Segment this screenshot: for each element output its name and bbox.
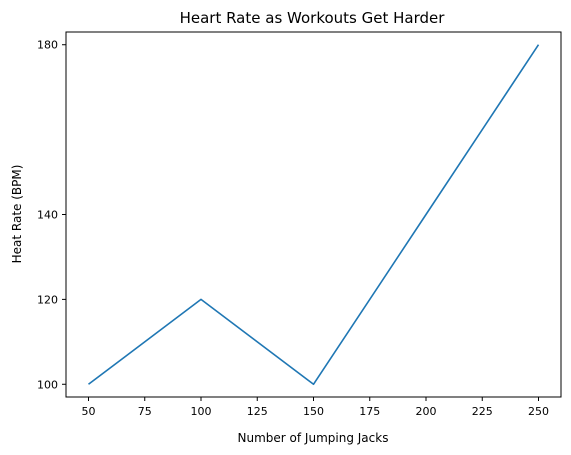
- x-tick-label: 250: [528, 405, 549, 418]
- x-axis-label: Number of Jumping Jacks: [238, 431, 389, 445]
- y-tick-label: 100: [37, 378, 58, 391]
- x-tick-label: 200: [416, 405, 437, 418]
- x-tick-label: 125: [247, 405, 268, 418]
- y-axis: 100 120 140 180: [37, 39, 66, 391]
- x-tick-label: 100: [191, 405, 212, 418]
- series-line-0: [88, 44, 540, 386]
- x-tick-label: 175: [359, 405, 380, 418]
- x-tick-label: 150: [303, 405, 324, 418]
- x-axis: 50 75 100 125 150 175 200 225 250: [82, 397, 549, 418]
- x-tick-label: 50: [82, 405, 96, 418]
- y-tick-label: 140: [37, 209, 58, 222]
- y-axis-label: Heat Rate (BPM): [10, 165, 24, 264]
- chart-title: Heart Rate as Workouts Get Harder: [180, 9, 446, 27]
- y-tick-label: 120: [37, 293, 58, 306]
- x-tick-label: 75: [138, 405, 152, 418]
- plot-frame: [65, 31, 562, 398]
- x-tick-label: 225: [472, 405, 493, 418]
- y-tick-label: 180: [37, 39, 58, 52]
- plot-area: [88, 44, 540, 386]
